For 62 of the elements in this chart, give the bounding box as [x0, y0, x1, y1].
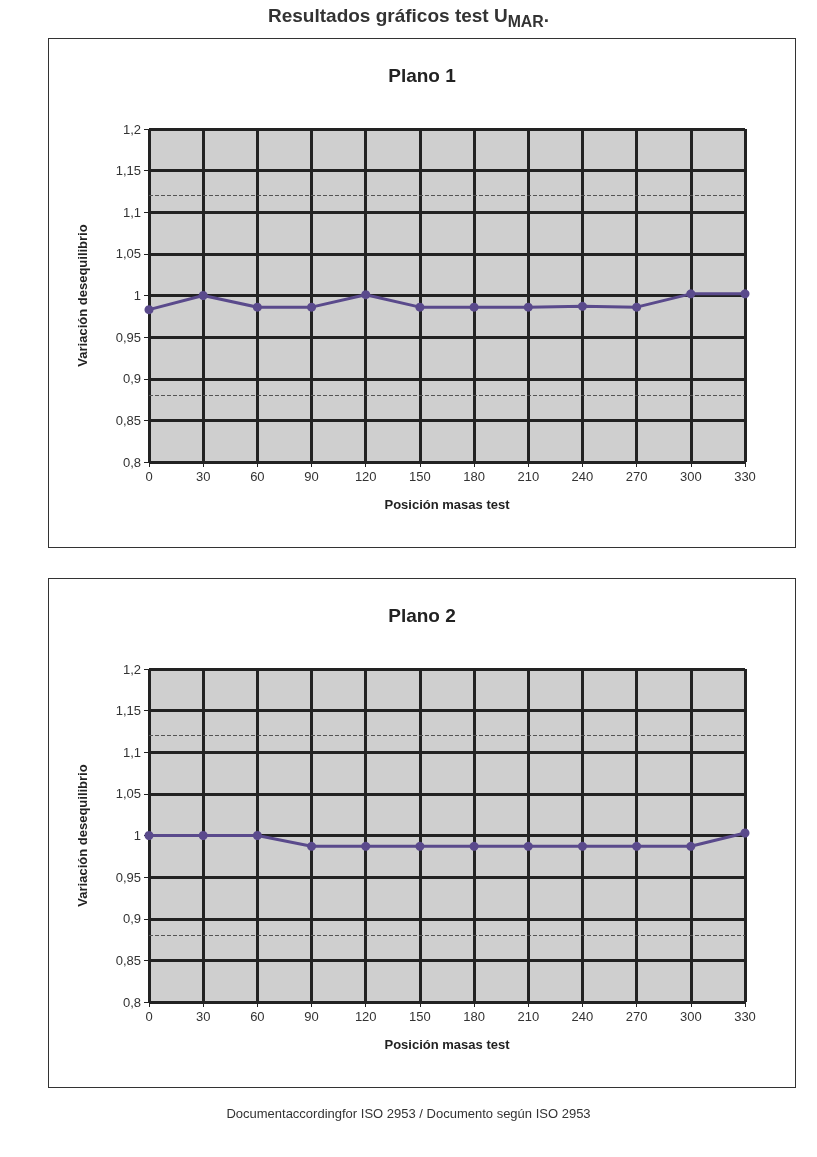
x-tick-label: 150	[409, 1009, 431, 1024]
x-tick-label: 0	[145, 469, 153, 484]
x-tick-label: 180	[463, 1009, 485, 1024]
point	[361, 290, 371, 300]
y-tick-label: 1	[133, 828, 141, 843]
x-tick-label: 330	[734, 1009, 756, 1024]
point	[469, 302, 479, 312]
y-tick-label: 1,05	[115, 786, 141, 802]
point	[740, 289, 750, 299]
x-tick-label: 300	[679, 1009, 702, 1024]
x-axis-title: Posición masas test	[384, 497, 511, 512]
y-tick-label: 0,9	[122, 371, 141, 387]
x-tick-label: 0	[145, 1009, 153, 1024]
x-tick-label: 240	[571, 1009, 594, 1024]
x-tick-label: 270	[625, 1009, 648, 1024]
y-tick-label: 0,85	[115, 412, 141, 428]
chart-title: Plano 2	[388, 605, 456, 626]
point	[577, 301, 587, 311]
chart-title: Plano 1	[388, 65, 457, 86]
y-tick-label: 1,1	[122, 204, 141, 220]
point	[632, 302, 642, 312]
y-tick-label: 1,05	[115, 246, 141, 262]
text: Resultados gráficos test U$_{MAR}$.	[267, 4, 550, 32]
y-tick-label: 1,15	[115, 703, 141, 719]
point	[252, 302, 262, 312]
x-tick-label: 330	[734, 469, 756, 484]
y-tick-label: 0,8	[122, 454, 141, 470]
text: Documentaccordingfor ISO 2953 / Documento según ISO 2953	[225, 1106, 592, 1121]
y-tick-label: 0,9	[122, 911, 141, 927]
x-tick-label: 150	[409, 469, 431, 484]
y-tick-label: 0,8	[122, 994, 141, 1010]
x-tick-label: 30	[195, 1009, 211, 1024]
x-tick-label: 210	[517, 1009, 540, 1024]
x-tick-label: 60	[250, 1009, 265, 1024]
x-tick-label: 180	[463, 469, 485, 484]
x-axis-title: Posición masas test	[384, 1037, 511, 1052]
y-tick-label: 0,95	[115, 869, 141, 885]
y-tick-label: 1,15	[115, 163, 141, 179]
x-tick-label: 210	[517, 469, 540, 484]
y-axis-title: Variación desequilibrio	[75, 224, 90, 367]
y-tick-label: 1	[133, 288, 141, 303]
x-tick-label: 30	[195, 469, 211, 484]
point	[144, 305, 154, 315]
y-tick-label: 0,95	[115, 329, 141, 345]
y-tick-label: 1,2	[122, 121, 141, 137]
x-tick-label: 240	[571, 469, 594, 484]
x-tick-label: 120	[354, 1009, 377, 1024]
x-tick-label: 270	[625, 469, 648, 484]
point	[686, 289, 696, 299]
point	[198, 291, 208, 300]
point	[307, 302, 317, 312]
x-tick-label: 300	[679, 469, 702, 484]
x-tick-label: 90	[304, 1009, 319, 1024]
y-tick-label: 1,2	[122, 661, 141, 677]
y-tick-label: 0,85	[115, 952, 141, 968]
y-tick-label: 1,1	[122, 744, 141, 760]
x-tick-label: 120	[354, 469, 377, 484]
point	[415, 302, 425, 312]
point	[523, 302, 533, 312]
x-tick-label: 90	[304, 469, 319, 484]
y-axis-title: Variación desequilibrio	[75, 764, 90, 907]
x-tick-label: 60	[250, 469, 265, 484]
